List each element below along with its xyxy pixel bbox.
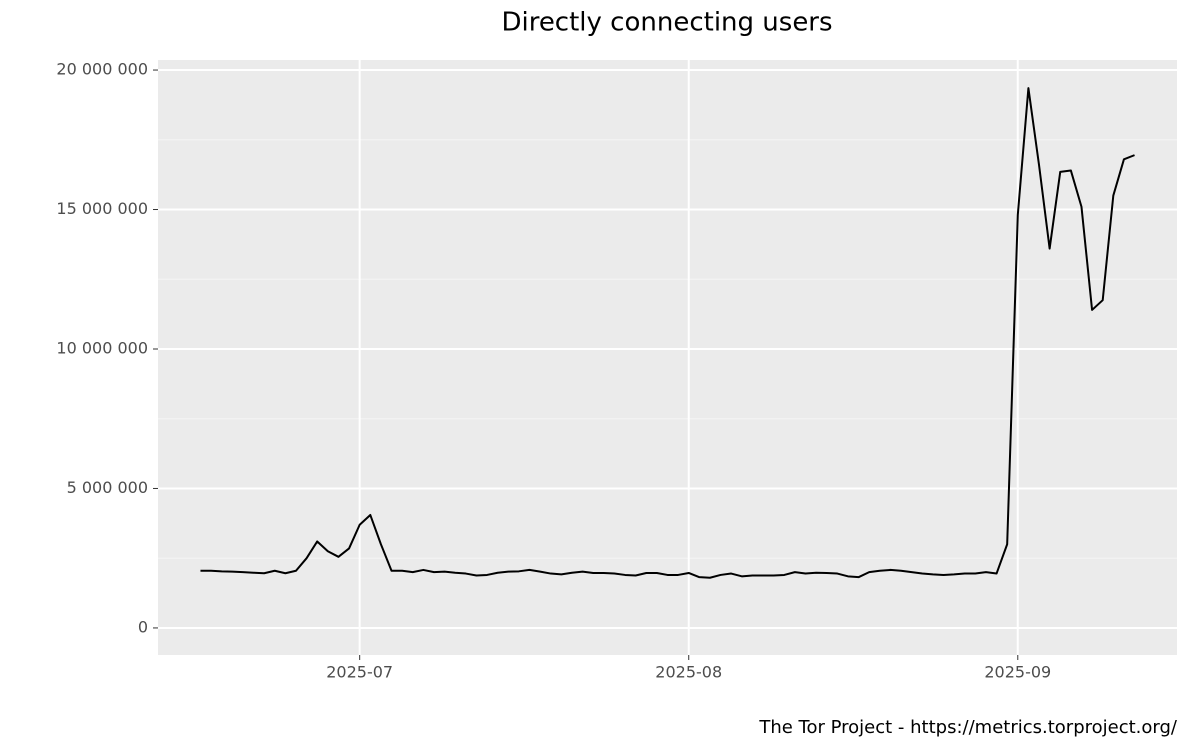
y-tick-label: 10 000 000 [56, 338, 148, 357]
y-tick-label: 0 [138, 617, 148, 636]
plot-background [158, 60, 1177, 655]
y-tick-label: 20 000 000 [56, 60, 148, 79]
x-tick-label: 2025-09 [984, 663, 1051, 682]
caption: The Tor Project - https://metrics.torpro… [758, 717, 1178, 738]
y-tick-label: 15 000 000 [56, 199, 148, 218]
x-tick-label: 2025-07 [326, 663, 393, 682]
x-tick-label: 2025-08 [655, 663, 722, 682]
chart-title: Directly connecting users [501, 8, 832, 38]
y-tick-label: 5 000 000 [67, 478, 148, 497]
data-line [200, 87, 1135, 579]
